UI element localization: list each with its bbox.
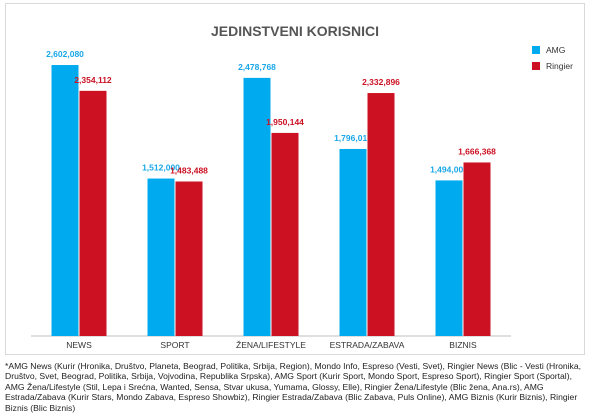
data-label-amg-5: 1,494,000 [430, 164, 468, 174]
bar-amg-5 [435, 180, 463, 336]
bar-amg-1 [51, 65, 79, 336]
bar-chart: JEDINSTVENI KORISNICI 2,602,080 2,354,112 N… [31, 23, 573, 350]
legend-label-ringier: Ringier [546, 61, 573, 71]
bar-ringier-3 [271, 132, 299, 336]
x-tick-label-3: ŽENA/LIFESTYLE [236, 340, 306, 350]
x-tick-label-5: BIZNIS [449, 340, 477, 350]
data-label-amg-4: 1,796,016 [334, 133, 372, 143]
bar-amg-4 [339, 148, 367, 336]
legend-label-amg: AMG [546, 45, 565, 55]
data-label-amg-1: 2,602,080 [46, 49, 84, 59]
bar-ringier-5 [463, 162, 491, 336]
data-label-amg-3: 2,478,768 [238, 62, 276, 72]
legend-swatch-ringier [532, 62, 540, 70]
chart-title: JEDINSTVENI KORISNICI [211, 23, 379, 39]
bar-amg-3 [243, 77, 271, 337]
bar-ringier-1 [79, 90, 107, 336]
data-label-ringier-2: 1,483,488 [170, 166, 208, 176]
data-label-ringier-4: 2,332,896 [362, 77, 400, 87]
data-label-ringier-5: 1,666,368 [458, 146, 496, 156]
data-label-amg-2: 1,512,000 [142, 163, 180, 173]
legend-swatch-amg [532, 46, 540, 54]
bar-ringier-4 [367, 93, 395, 336]
chart-frame: JEDINSTVENI KORISNICI 2,602,080 2,354,112 N… [5, 3, 585, 355]
x-tick-label-1: NEWS [66, 340, 92, 350]
data-label-ringier-1: 2,354,112 [74, 75, 112, 85]
bar-amg-2 [147, 178, 175, 336]
x-tick-label-2: SPORT [160, 340, 189, 350]
chart-footnote: *AMG News (Kurir (Hronika, Društvo, Plan… [5, 361, 581, 413]
data-label-ringier-3: 1,950,144 [266, 117, 304, 127]
x-tick-label-4: ESTRADA/ZABAVA [330, 340, 405, 350]
bar-ringier-2 [175, 181, 203, 336]
